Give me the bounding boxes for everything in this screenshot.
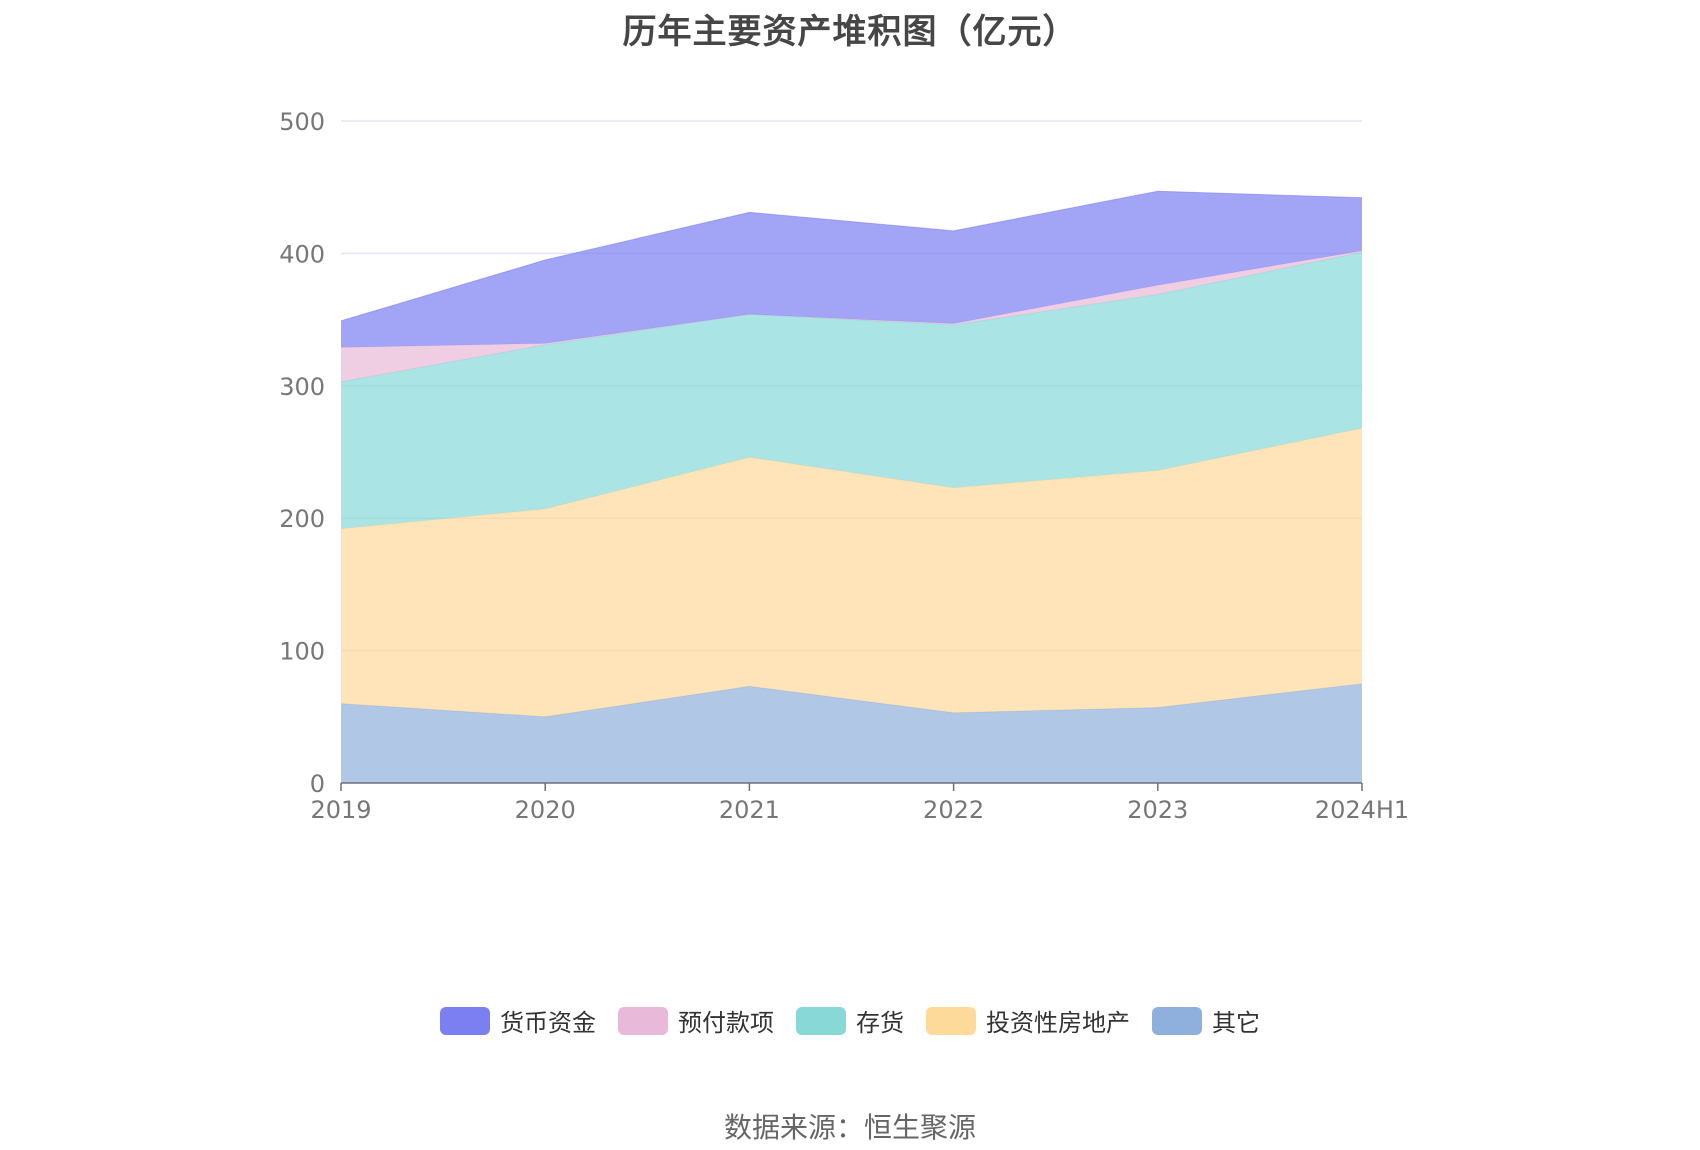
- area-series-layer: [340, 190, 1363, 783]
- legend-swatch: [796, 1006, 846, 1035]
- legend-label: 存货: [856, 1009, 904, 1037]
- legend-item[interactable]: 货币资金: [440, 1003, 596, 1038]
- legend-swatch: [440, 1006, 490, 1035]
- legend: 货币资金 预付款项 存货 投资性房地产 其它: [0, 1003, 1700, 1038]
- legend-item[interactable]: 投资性房地产: [926, 1003, 1130, 1038]
- legend-swatch: [926, 1006, 976, 1035]
- data-source: 数据来源：恒生聚源: [723, 1111, 976, 1144]
- y-tick-label: 200: [279, 505, 325, 533]
- area-series-2: [341, 252, 1362, 529]
- area-edge-2: [340, 251, 1363, 383]
- x-tick-label: 2020: [515, 796, 576, 824]
- area-edge-4: [340, 190, 1363, 322]
- legend-swatch: [618, 1006, 668, 1035]
- x-tick-label: 2023: [1127, 796, 1188, 824]
- y-tick-label: 500: [279, 108, 325, 136]
- x-tick-label: 2024H1: [1315, 796, 1409, 824]
- area-series-4: [341, 191, 1362, 348]
- area-series-1: [341, 428, 1362, 717]
- x-tick-label: 2021: [719, 796, 780, 824]
- y-tick-label: 300: [279, 373, 325, 401]
- legend-swatch: [1152, 1006, 1202, 1035]
- y-tick-label: 400: [279, 240, 325, 268]
- legend-label: 货币资金: [500, 1009, 596, 1037]
- y-tick-label: 100: [279, 638, 325, 666]
- axes: 0 100 200 300 400 500 2019 2020 2021 2022 2023 2024…: [279, 108, 1409, 824]
- legend-item[interactable]: 存货: [796, 1003, 904, 1038]
- legend-item[interactable]: 其它: [1152, 1003, 1260, 1038]
- x-tick-label: 2019: [310, 796, 371, 824]
- legend-label: 投资性房地产: [986, 1009, 1130, 1037]
- legend-item[interactable]: 预付款项: [618, 1003, 774, 1038]
- legend-label: 其它: [1212, 1009, 1260, 1037]
- chart-title: 历年主要资产堆积图（亿元）: [622, 12, 1078, 52]
- x-tick-label: 2022: [923, 796, 984, 824]
- legend-label: 预付款项: [678, 1009, 774, 1037]
- area-series-0: [341, 683, 1362, 783]
- y-tick-label: 0: [310, 770, 325, 798]
